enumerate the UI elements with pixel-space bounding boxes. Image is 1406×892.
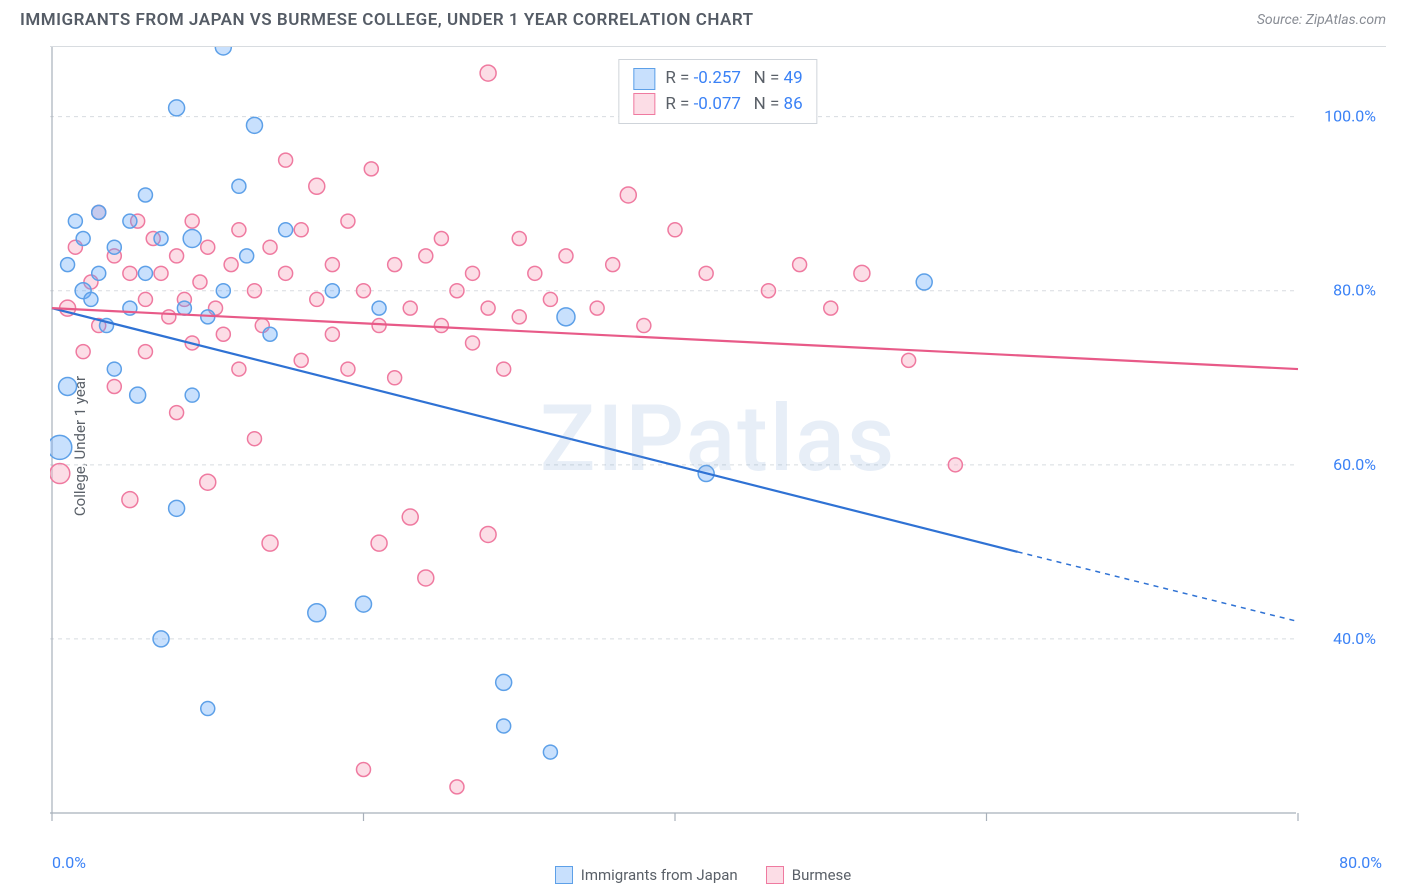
legend-swatch-burmese — [766, 866, 784, 884]
legend-swatch-pink — [633, 93, 655, 115]
chart-plot-area: 40.0%60.0%80.0%100.0% ZIPatlas R = -0.25… — [50, 46, 1386, 842]
legend-label-japan: Immigrants from Japan — [581, 866, 738, 884]
svg-text:80.0%: 80.0% — [1333, 281, 1376, 300]
x-axis-legend: Immigrants from Japan Burmese — [0, 866, 1406, 884]
chart-title: IMMIGRANTS FROM JAPAN VS BURMESE COLLEGE… — [20, 10, 754, 30]
scatter-plot-svg: 40.0% 60.0% 80.0% 100.0% — [50, 47, 1386, 843]
svg-text:100.0%: 100.0% — [1324, 107, 1376, 126]
legend-item-japan: Immigrants from Japan — [555, 866, 738, 884]
chart-header: IMMIGRANTS FROM JAPAN VS BURMESE COLLEGE… — [0, 0, 1406, 38]
legend-label-burmese: Burmese — [792, 866, 852, 884]
correlation-row-burmese: R = -0.077 N = 86 — [633, 92, 802, 118]
svg-text:60.0%: 60.0% — [1333, 455, 1376, 474]
svg-text:40.0%: 40.0% — [1333, 629, 1376, 648]
legend-swatch-japan — [555, 866, 573, 884]
legend-swatch-blue — [633, 68, 655, 90]
correlation-row-japan: R = -0.257 N = 49 — [633, 66, 802, 92]
legend-item-burmese: Burmese — [766, 866, 852, 884]
chart-source: Source: ZipAtlas.com — [1257, 12, 1386, 28]
correlation-legend: R = -0.257 N = 49 R = -0.077 N = 86 — [618, 59, 817, 124]
